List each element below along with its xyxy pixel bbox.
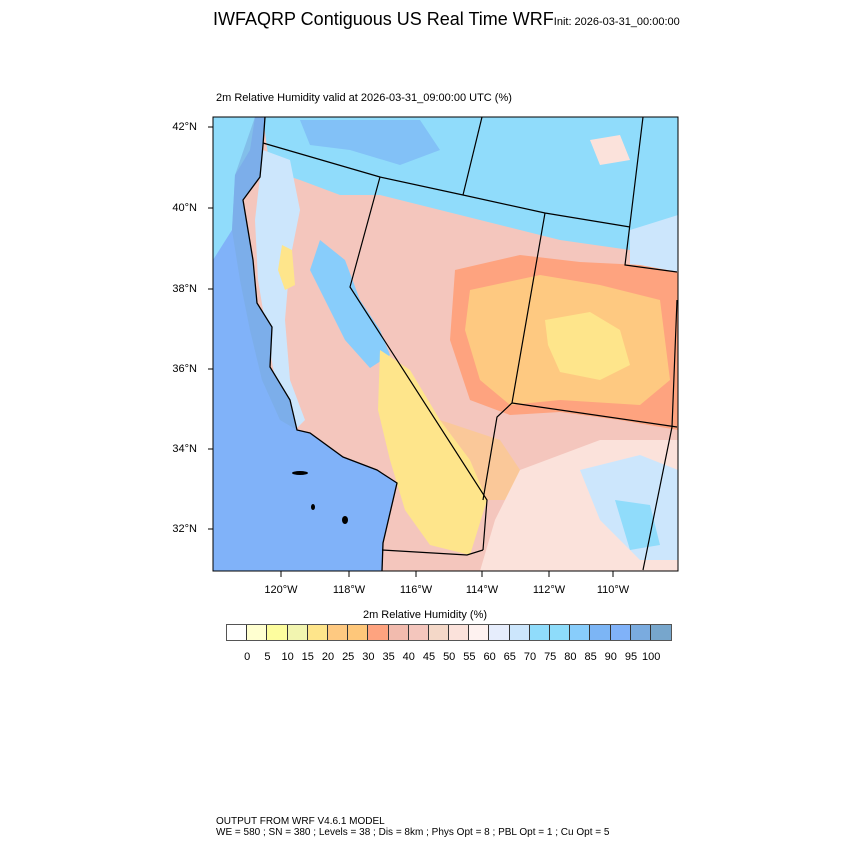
colorbar-swatch <box>469 625 490 640</box>
footer-line-2: WE = 580 ; SN = 380 ; Levels = 38 ; Dis … <box>216 827 610 838</box>
colorbar-swatch <box>368 625 389 640</box>
valley-yellow-patch <box>278 245 295 290</box>
colorbar-swatch <box>247 625 268 640</box>
colorbar <box>226 624 673 641</box>
lon-tick-label: 114°W <box>465 584 499 596</box>
mojave-orange-ring <box>440 420 520 500</box>
colorbar-label: 45 <box>422 651 436 663</box>
colorbar-label: 10 <box>281 651 294 663</box>
utah-yellow-region <box>545 312 630 380</box>
colorbar-swatch <box>590 625 611 640</box>
lat-tick-label: 40°N <box>172 202 197 214</box>
footer-line-1: OUTPUT FROM WRF V4.6.1 MODEL <box>216 816 385 827</box>
colorbar-label: 75 <box>544 651 557 663</box>
colorbar-label: 55 <box>463 651 476 663</box>
colorbar-swatch <box>267 625 288 640</box>
colorbar-label: 95 <box>624 651 638 663</box>
colorbar-label: 100 <box>642 651 661 663</box>
colorbar-swatch <box>287 625 308 640</box>
colorbar-label: 90 <box>604 651 617 663</box>
sierra-humid-region <box>310 240 390 368</box>
colorbar-swatch <box>550 625 571 640</box>
lat-tick-label: 42°N <box>172 121 197 133</box>
lon-tick-label: 118°W <box>332 584 366 596</box>
lat-tick-label: 38°N <box>172 283 197 295</box>
north-humid-patches <box>300 120 440 165</box>
lon-tick-label: 112°W <box>532 584 566 596</box>
north-light-patch <box>590 135 630 165</box>
arizona-blue-patch <box>615 500 660 550</box>
coastline <box>242 117 398 571</box>
lon-tick-label: 116°W <box>399 584 433 596</box>
colorbar-swatch <box>227 625 248 640</box>
colorbar-label: 0 <box>244 651 251 663</box>
colorbar-swatch <box>388 625 409 640</box>
colorbar-swatch <box>449 625 470 640</box>
colorbar-label: 15 <box>301 651 314 663</box>
colorbar-label: 20 <box>321 651 335 663</box>
colorbar-swatch <box>327 625 349 640</box>
colorbar-swatch <box>428 625 450 640</box>
nearshore-band <box>232 117 297 430</box>
colorbar-swatch <box>348 625 369 640</box>
colorbar-label: 50 <box>443 651 456 663</box>
axis-ticks <box>208 126 614 577</box>
lat-tick-label: 34°N <box>172 443 197 455</box>
colorbar-swatch <box>630 625 651 640</box>
state-borders <box>262 117 678 571</box>
model-info-footer: OUTPUT FROM WRF V4.6.1 MODEL WE = 580 ; … <box>216 816 609 838</box>
colorbar-label: 40 <box>402 651 415 663</box>
colorbar-swatch <box>489 625 510 640</box>
plot-subtitle: 2m Relative Humidity valid at 2026-03-31… <box>216 92 512 104</box>
coastal-humid-region <box>255 150 305 430</box>
colorbar-swatch <box>509 625 530 640</box>
mojave-yellow-region <box>378 350 487 555</box>
colorbar-swatch <box>307 625 328 640</box>
map-frame <box>212 116 679 572</box>
plot-title: IWFAQRP Contiguous US Real Time WRFInit:… <box>213 9 680 30</box>
lat-tick-label: 36°N <box>172 363 197 375</box>
colorbar-swatch <box>570 625 591 640</box>
colorbar-swatch <box>650 625 672 640</box>
ocean-region <box>213 117 397 571</box>
colorbar-swatch <box>529 625 550 640</box>
init-time: Init: 2026-03-31_00:00:00 <box>553 16 680 28</box>
colorbar-label: 80 <box>564 651 577 663</box>
title-text: IWFAQRP Contiguous US Real Time WRF <box>213 9 554 29</box>
lat-tick-label: 32°N <box>172 523 197 535</box>
colorbar-label: 25 <box>342 651 355 663</box>
colorbar-label: 5 <box>264 651 271 663</box>
colorbar-label: 85 <box>584 651 597 663</box>
lon-tick-label: 120°W <box>264 584 298 596</box>
northeast-light-patch <box>630 215 678 280</box>
lon-tick-label: 110°W <box>596 584 630 596</box>
colorbar-label: 70 <box>523 651 537 663</box>
colorbar-swatch <box>610 625 631 640</box>
colorbar-swatch <box>408 625 429 640</box>
colorbar-label: 35 <box>382 651 395 663</box>
colorbar-label: 65 <box>503 651 516 663</box>
islands <box>292 471 348 524</box>
colorbar-title: 2m Relative Humidity (%) <box>362 609 488 621</box>
colorbar-label: 60 <box>483 651 496 663</box>
colorbar-label: 30 <box>362 651 375 663</box>
